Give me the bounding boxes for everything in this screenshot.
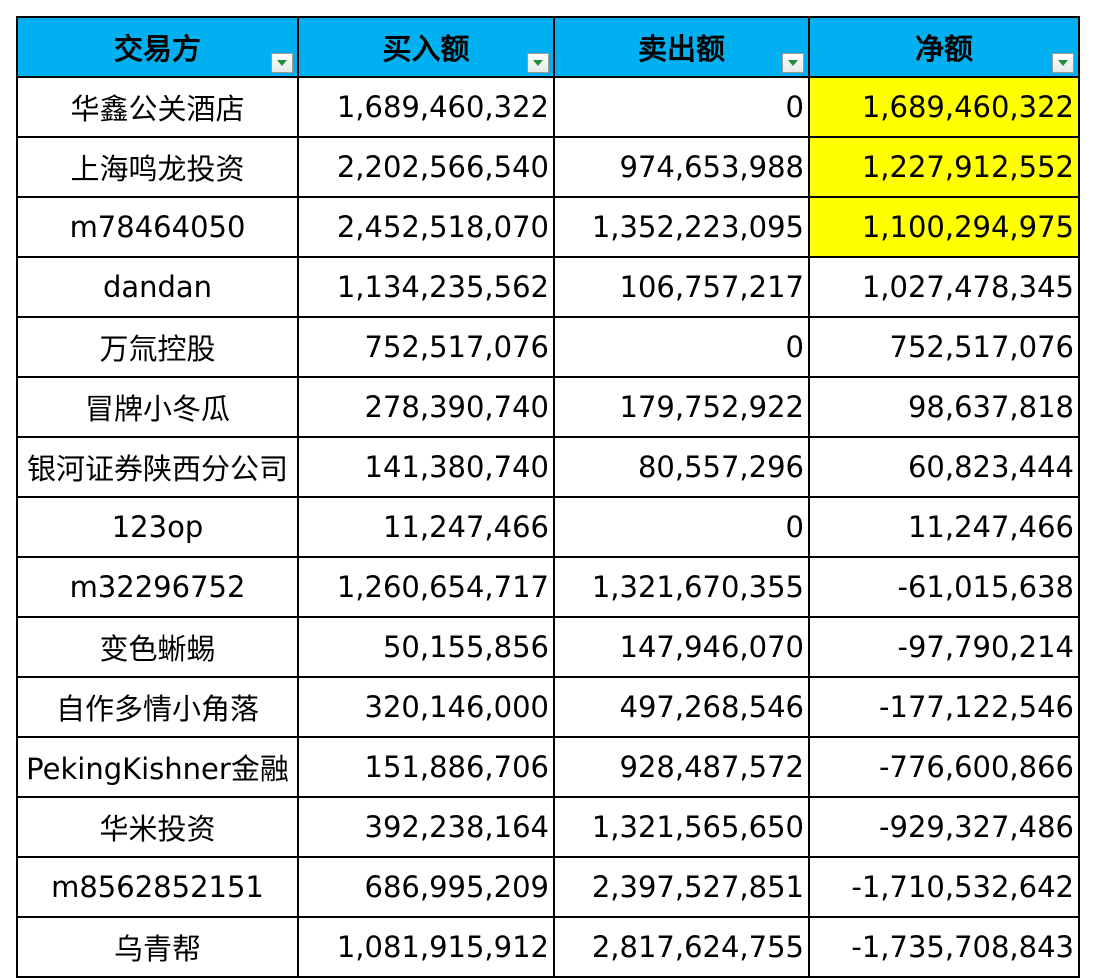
cell-counterparty[interactable]: 123op (16, 496, 299, 558)
table-row: dandan 1,134,235,562 106,757,217 1,027,478,… (16, 256, 1080, 318)
cell-net[interactable]: -929,327,486 (808, 796, 1080, 858)
cell-counterparty[interactable]: dandan (16, 256, 299, 318)
table-row: PekingKishner金融 151,886,706 928,487,572 -77… (16, 736, 1080, 798)
cell-net[interactable]: 752,517,076 (808, 316, 1080, 378)
table-row: 冒牌小冬瓜 278,390,740 179,752,922 98,637,818 (16, 376, 1080, 438)
cell-sell[interactable]: 147,946,070 (553, 616, 810, 678)
table-row: 万氚控股 752,517,076 0 752,517,076 (16, 316, 1080, 378)
cell-net[interactable]: -1,710,532,642 (808, 856, 1080, 918)
cell-buy[interactable]: 11,247,466 (297, 496, 555, 558)
header-label: 净额 (914, 32, 973, 66)
header-label: 交易方 (113, 32, 201, 66)
header-row: 交易方 买入额 卖出额 净额 (16, 16, 1080, 78)
cell-net[interactable]: -1,735,708,843 (808, 916, 1080, 978)
cell-counterparty[interactable]: 乌青帮 (16, 916, 299, 978)
cell-net[interactable]: -177,122,546 (808, 676, 1080, 738)
cell-sell[interactable]: 2,397,527,851 (553, 856, 810, 918)
filter-dropdown-icon[interactable] (782, 53, 804, 73)
table-row: m32296752 1,260,654,717 1,321,670,355 -61,0… (16, 556, 1080, 618)
cell-buy[interactable]: 686,995,209 (297, 856, 555, 918)
cell-sell[interactable]: 974,653,988 (553, 136, 810, 198)
cell-sell[interactable]: 1,352,223,095 (553, 196, 810, 258)
cell-sell[interactable]: 80,557,296 (553, 436, 810, 498)
table-row: 华鑫公关酒店 1,689,460,322 0 1,689,460,322 (16, 76, 1080, 138)
cell-sell[interactable]: 928,487,572 (553, 736, 810, 798)
cell-net[interactable]: -97,790,214 (808, 616, 1080, 678)
cell-net[interactable]: -776,600,866 (808, 736, 1080, 798)
filter-dropdown-icon[interactable] (1052, 53, 1074, 73)
table-row: 上海鸣龙投资 2,202,566,540 974,653,988 1,227,912,… (16, 136, 1080, 198)
cell-counterparty[interactable]: m8562852151 (16, 856, 299, 918)
cell-counterparty[interactable]: 变色蜥蜴 (16, 616, 299, 678)
cell-sell[interactable]: 0 (553, 316, 810, 378)
cell-buy[interactable]: 1,260,654,717 (297, 556, 555, 618)
header-net: 净额 (808, 16, 1080, 78)
cell-counterparty[interactable]: 万氚控股 (16, 316, 299, 378)
header-counterparty: 交易方 (16, 16, 299, 78)
cell-counterparty[interactable]: 冒牌小冬瓜 (16, 376, 299, 438)
cell-buy[interactable]: 141,380,740 (297, 436, 555, 498)
cell-counterparty[interactable]: 自作多情小角落 (16, 676, 299, 738)
header-label: 买入额 (382, 32, 470, 66)
cell-net[interactable]: 1,027,478,345 (808, 256, 1080, 318)
cell-buy[interactable]: 278,390,740 (297, 376, 555, 438)
cell-net[interactable]: 60,823,444 (808, 436, 1080, 498)
cell-sell[interactable]: 1,321,670,355 (553, 556, 810, 618)
filter-dropdown-icon[interactable] (271, 53, 293, 73)
cell-counterparty[interactable]: m32296752 (16, 556, 299, 618)
trade-table: 交易方 买入额 卖出额 净额 华鑫公关酒店 1,689,460,322 0 1,689… (16, 16, 1080, 978)
cell-sell[interactable]: 497,268,546 (553, 676, 810, 738)
cell-buy[interactable]: 1,689,460,322 (297, 76, 555, 138)
table-row: m78464050 2,452,518,070 1,352,223,095 1,100… (16, 196, 1080, 258)
cell-sell[interactable]: 0 (553, 76, 810, 138)
cell-buy[interactable]: 2,452,518,070 (297, 196, 555, 258)
cell-buy[interactable]: 752,517,076 (297, 316, 555, 378)
cell-counterparty[interactable]: PekingKishner金融 (16, 736, 299, 798)
cell-counterparty[interactable]: m78464050 (16, 196, 299, 258)
cell-net[interactable]: 1,100,294,975 (808, 196, 1080, 258)
header-label: 卖出额 (637, 32, 725, 66)
cell-net[interactable]: -61,015,638 (808, 556, 1080, 618)
cell-sell[interactable]: 2,817,624,755 (553, 916, 810, 978)
cell-counterparty[interactable]: 华鑫公关酒店 (16, 76, 299, 138)
cell-counterparty[interactable]: 华米投资 (16, 796, 299, 858)
cell-buy[interactable]: 320,146,000 (297, 676, 555, 738)
table-body: 华鑫公关酒店 1,689,460,322 0 1,689,460,322 上海鸣龙投资 2… (16, 76, 1080, 978)
table-row: 乌青帮 1,081,915,912 2,817,624,755 -1,735,708,… (16, 916, 1080, 978)
cell-buy[interactable]: 1,081,915,912 (297, 916, 555, 978)
cell-net[interactable]: 11,247,466 (808, 496, 1080, 558)
cell-net[interactable]: 1,227,912,552 (808, 136, 1080, 198)
cell-sell[interactable]: 106,757,217 (553, 256, 810, 318)
cell-counterparty[interactable]: 银河证券陕西分公司 (16, 436, 299, 498)
table-row: 华米投资 392,238,164 1,321,565,650 -929,327,486 (16, 796, 1080, 858)
cell-sell[interactable]: 0 (553, 496, 810, 558)
cell-counterparty[interactable]: 上海鸣龙投资 (16, 136, 299, 198)
cell-sell[interactable]: 1,321,565,650 (553, 796, 810, 858)
cell-net[interactable]: 98,637,818 (808, 376, 1080, 438)
cell-buy[interactable]: 50,155,856 (297, 616, 555, 678)
table-row: 自作多情小角落 320,146,000 497,268,546 -177,122,54… (16, 676, 1080, 738)
table-row: 银河证券陕西分公司 141,380,740 80,557,296 60,823,444 (16, 436, 1080, 498)
filter-dropdown-icon[interactable] (527, 53, 549, 73)
cell-net[interactable]: 1,689,460,322 (808, 76, 1080, 138)
cell-buy[interactable]: 392,238,164 (297, 796, 555, 858)
table-row: 123op 11,247,466 0 11,247,466 (16, 496, 1080, 558)
table-row: m8562852151 686,995,209 2,397,527,851 -1,71… (16, 856, 1080, 918)
cell-buy[interactable]: 151,886,706 (297, 736, 555, 798)
cell-sell[interactable]: 179,752,922 (553, 376, 810, 438)
header-sell: 卖出额 (553, 16, 810, 78)
cell-buy[interactable]: 2,202,566,540 (297, 136, 555, 198)
table-row: 变色蜥蜴 50,155,856 147,946,070 -97,790,214 (16, 616, 1080, 678)
cell-buy[interactable]: 1,134,235,562 (297, 256, 555, 318)
header-buy: 买入额 (297, 16, 555, 78)
